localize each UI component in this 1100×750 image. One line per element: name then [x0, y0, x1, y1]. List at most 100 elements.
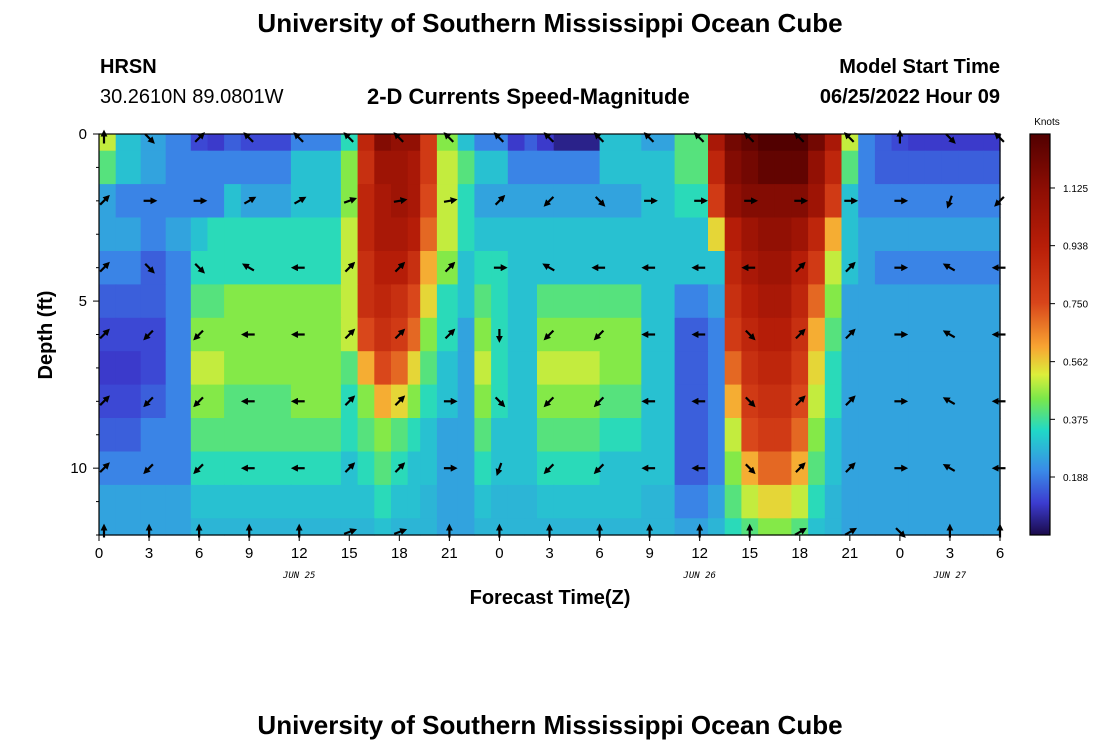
heat-cell — [507, 134, 526, 152]
heat-cell — [553, 518, 601, 536]
heat-cell — [983, 284, 1001, 319]
x-tick-label: 12 — [291, 545, 308, 562]
current-arrow — [393, 197, 408, 205]
heat-cell — [99, 284, 117, 319]
heat-cell — [207, 484, 225, 519]
heat-cell — [708, 184, 726, 219]
heat-cell — [774, 284, 793, 319]
heat-cell — [474, 251, 492, 285]
current-arrow — [444, 261, 456, 273]
heat-cell — [824, 484, 843, 519]
model-start-label: Model Start Time — [839, 56, 1000, 78]
heat-cell — [491, 217, 509, 252]
heat-cell — [290, 134, 342, 152]
heat-cell — [958, 484, 984, 519]
heat-cell — [553, 217, 601, 252]
heat-cell — [407, 150, 421, 185]
heat-cell — [808, 134, 826, 152]
colorbar-unit-label: Knots — [1034, 117, 1060, 128]
heat-cell — [941, 217, 959, 252]
heat-cell — [741, 351, 759, 386]
heat-cell — [290, 418, 342, 452]
heat-cell — [791, 134, 809, 152]
heat-cell — [374, 351, 392, 386]
heat-cell — [524, 284, 538, 319]
heat-cell — [420, 384, 438, 419]
heat-cell — [824, 351, 843, 386]
heat-cell — [357, 217, 375, 252]
heat-cell — [524, 184, 538, 219]
heat-cell — [908, 484, 926, 519]
heat-cell — [808, 351, 826, 386]
heat-cell — [436, 150, 459, 185]
x-tick-label: 21 — [841, 545, 858, 562]
heat-cell — [808, 251, 826, 285]
heat-cell — [774, 150, 793, 185]
heat-cell — [240, 484, 292, 519]
colorbar-tick-label: 0.938 — [1063, 242, 1088, 253]
heat-cell — [924, 317, 943, 352]
heat-cell — [140, 384, 167, 419]
heat-cell — [858, 284, 876, 319]
heat-cell — [774, 418, 793, 452]
heat-cell — [708, 284, 726, 319]
heat-cell — [741, 418, 759, 452]
heat-cell — [140, 451, 167, 486]
current-arrow — [143, 463, 154, 475]
heat-cell — [958, 251, 984, 285]
x-tick-label: 3 — [946, 545, 954, 562]
heat-cell — [824, 251, 843, 285]
current-arrow — [194, 263, 205, 274]
heat-cell — [924, 384, 943, 419]
current-arrow — [193, 463, 204, 475]
heat-cell — [474, 384, 492, 419]
heat-cell — [374, 518, 392, 536]
current-arrow — [745, 329, 756, 341]
heat-cell — [224, 317, 242, 352]
heat-cell — [841, 217, 859, 252]
current-arrow — [143, 396, 154, 408]
heat-cell — [641, 484, 676, 519]
heat-cell — [958, 451, 984, 486]
y-axis-label: Depth (ft) — [35, 291, 57, 380]
heat-cell — [724, 184, 742, 219]
x-tick-label: 3 — [145, 545, 153, 562]
heat-cell — [774, 184, 793, 219]
heat-cell — [758, 150, 776, 185]
heat-cell — [537, 451, 555, 486]
heat-cell — [808, 451, 826, 486]
heat-cell — [708, 451, 726, 486]
heat-cell — [140, 150, 167, 185]
heat-cell — [507, 451, 526, 486]
heat-cell — [824, 217, 843, 252]
heat-cell — [207, 418, 225, 452]
heat-cell — [507, 217, 526, 252]
current-arrow — [443, 132, 455, 143]
heat-cell — [474, 518, 492, 536]
heat-cell — [524, 384, 538, 419]
x-tick-label: 21 — [441, 545, 458, 562]
heat-cell — [457, 384, 475, 419]
heat-cell — [357, 451, 375, 486]
heat-cell — [641, 351, 676, 386]
heat-cell — [724, 518, 742, 536]
heat-cell — [599, 384, 642, 419]
heat-cell — [357, 134, 375, 152]
heat-cell — [874, 134, 893, 152]
current-arrow — [344, 462, 356, 473]
heat-cell — [457, 217, 475, 252]
heat-cell — [240, 217, 292, 252]
current-arrow — [344, 261, 356, 273]
heat-cell — [874, 384, 893, 419]
heat-cell — [99, 134, 117, 152]
heat-cell — [824, 451, 843, 486]
heat-cell — [340, 134, 359, 152]
heat-cell — [407, 217, 421, 252]
heat-cell — [858, 217, 876, 252]
heat-cell — [824, 284, 843, 319]
heat-cell — [457, 317, 475, 352]
heat-cell — [599, 251, 642, 285]
heat-cell — [924, 284, 943, 319]
heat-cell — [207, 518, 225, 536]
x-tick-label: 12 — [691, 545, 708, 562]
